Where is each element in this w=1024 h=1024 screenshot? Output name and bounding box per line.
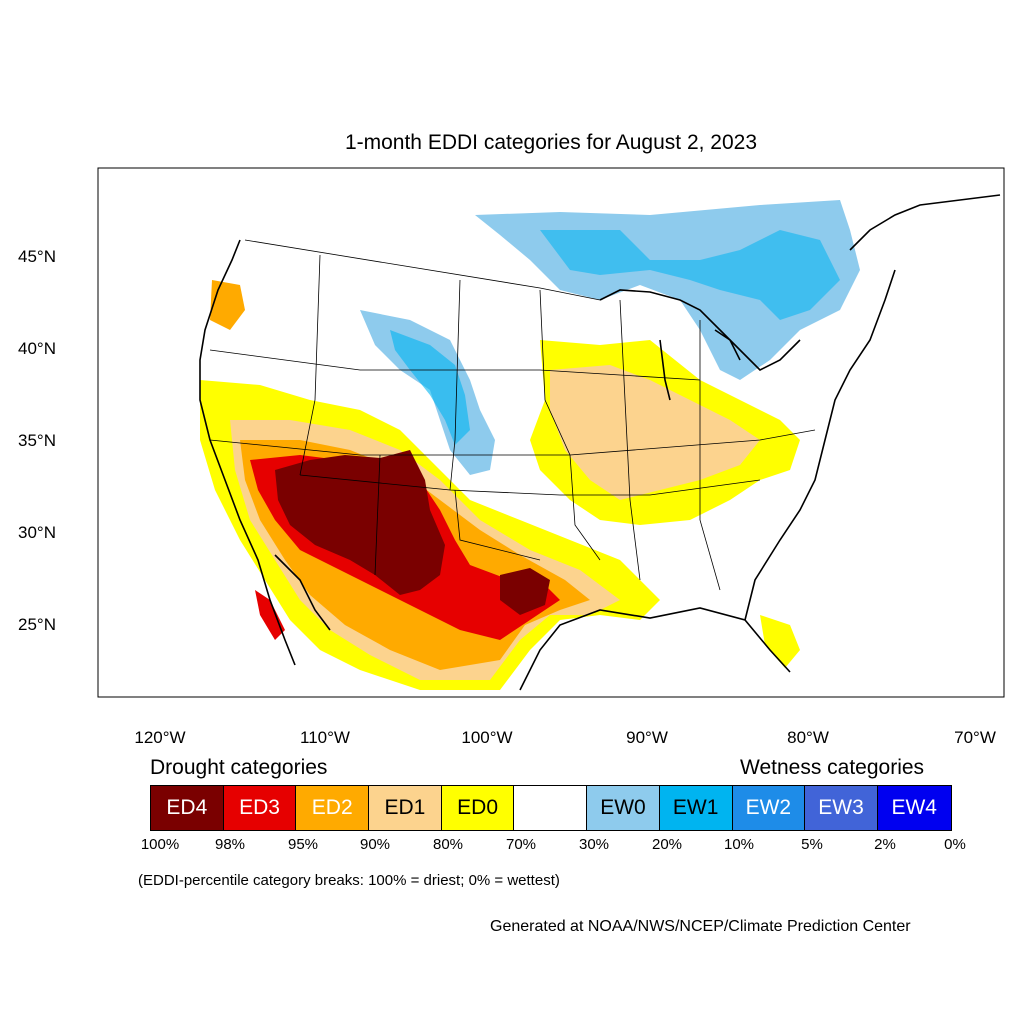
drought-ed3-baja xyxy=(255,590,285,640)
legend-swatch-ew3: EW3 xyxy=(805,786,878,830)
pct-label: 5% xyxy=(801,836,823,853)
legend-swatch-ed1: ED1 xyxy=(369,786,442,830)
map-title: 1-month EDDI categories for August 2, 20… xyxy=(344,131,758,154)
pct-label: 98% xyxy=(214,836,246,853)
legend-swatch-ed2: ED2 xyxy=(296,786,370,830)
drought-ed4-southwest xyxy=(275,450,445,595)
lat-tick-40: 40°N xyxy=(18,339,56,358)
pct-label: 20% xyxy=(651,836,683,853)
lon-tick-70: 70°W xyxy=(954,728,996,747)
pct-label: 80% xyxy=(432,836,464,853)
drought-ed4-texas xyxy=(500,568,550,615)
map-field xyxy=(200,200,880,692)
wet-region-wyoming-inner xyxy=(390,330,470,445)
legend-swatch-ew2: EW2 xyxy=(732,786,806,830)
credit-line: Generated at NOAA/NWS/NCEP/Climate Predi… xyxy=(490,918,911,935)
legend-swatch-ed4: ED4 xyxy=(151,786,224,830)
drought-ed1-midwest xyxy=(550,365,760,500)
pct-label: 70% xyxy=(505,836,537,853)
drought-heading: Drought categories xyxy=(150,756,328,779)
coastlines xyxy=(199,194,1001,691)
lon-tick-90: 90°W xyxy=(626,728,668,747)
state-borders xyxy=(209,239,816,591)
pct-label: 0% xyxy=(944,836,966,853)
pct-label: 90% xyxy=(359,836,391,853)
lat-tick-25: 25°N xyxy=(18,615,56,634)
legend-swatch-ew0: EW0 xyxy=(587,786,660,830)
map-frame xyxy=(97,167,1005,698)
lon-tick-110: 110°W xyxy=(300,728,350,747)
wetness-heading: Wetness categories xyxy=(740,756,925,779)
pct-label: 10% xyxy=(723,836,755,853)
legend-colorbar: ED4 ED3 ED2 ED1 ED0 EW0 EW1 EW2 EW3 EW4 xyxy=(150,785,952,831)
lat-tick-45: 45°N xyxy=(18,247,56,266)
pct-label: 95% xyxy=(287,836,319,853)
wet-region-great-lakes-inner xyxy=(540,230,840,320)
lon-tick-120: 120°W xyxy=(134,728,186,747)
pct-label: 2% xyxy=(874,836,896,853)
lat-tick-35: 35°N xyxy=(18,431,56,450)
drought-ed0-florida xyxy=(760,615,800,668)
category-breaks-note: (EDDI-percentile category breaks: 100% =… xyxy=(138,872,560,889)
legend-swatch-ew4: EW4 xyxy=(877,786,951,830)
lat-tick-30: 30°N xyxy=(18,523,56,542)
legend-swatch-normal xyxy=(514,786,588,830)
legend-swatch-ed3: ED3 xyxy=(223,786,297,830)
lon-tick-100: 100°W xyxy=(461,728,513,747)
drought-ed2-oregon xyxy=(210,280,245,330)
lon-tick-80: 80°W xyxy=(787,728,829,747)
pct-label: 100% xyxy=(140,836,180,853)
legend-swatch-ed0: ED0 xyxy=(441,786,515,830)
pct-label: 30% xyxy=(578,836,610,853)
legend-swatch-ew1: EW1 xyxy=(659,786,733,830)
